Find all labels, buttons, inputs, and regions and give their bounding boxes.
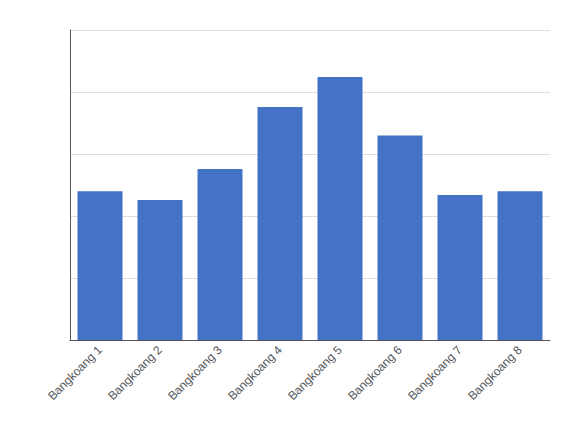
svg-text:Bangkoang 2: Bangkoang 2 <box>105 343 165 403</box>
svg-text:Bangkoang 6: Bangkoang 6 <box>345 343 405 403</box>
svg-text:Bangkoang 8: Bangkoang 8 <box>465 343 525 403</box>
svg-text:Bangkoang 3: Bangkoang 3 <box>165 343 225 403</box>
svg-text:Bangkoang 5: Bangkoang 5 <box>285 343 345 403</box>
svg-text:Bangkoang 4: Bangkoang 4 <box>225 343 285 403</box>
svg-text:Bangkoang 1: Bangkoang 1 <box>45 343 105 403</box>
svg-text:Bangkoang 7: Bangkoang 7 <box>405 343 465 403</box>
